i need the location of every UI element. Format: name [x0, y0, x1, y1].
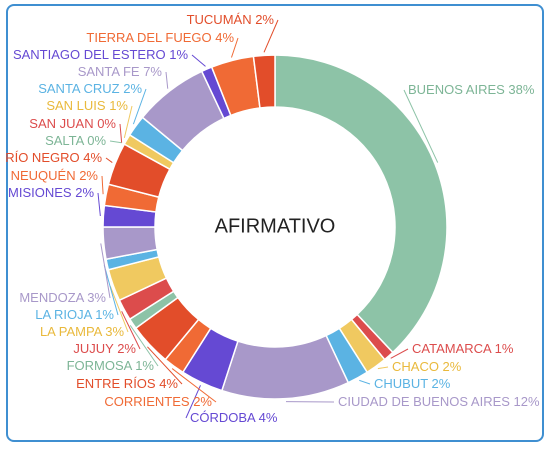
- leader-line-cordoba: [185, 385, 201, 419]
- label-la-pampa: LA PAMPA 3%: [40, 324, 125, 339]
- label-formosa: FORMOSA 1%: [67, 358, 155, 373]
- label-misiones: MISIONES 2%: [8, 185, 94, 200]
- leader-line-santiago-del-estero: [191, 54, 206, 67]
- label-tucuman: TUCUMÁN 2%: [187, 12, 275, 27]
- label-entre-rios: ENTRE RÍOS 4%: [76, 376, 178, 391]
- label-santiago-del-estero: SANTIAGO DEL ESTERO 1%: [13, 47, 189, 62]
- label-cordoba: CÓRDOBA 4%: [190, 410, 278, 425]
- leader-line-santa-fe: [165, 71, 169, 89]
- leader-line-catamarca: [390, 348, 409, 359]
- leader-line-la-rioja: [103, 265, 119, 316]
- leader-line-la-pampa: [109, 286, 129, 333]
- leader-line-mendoza: [100, 243, 111, 299]
- label-chubut: CHUBUT 2%: [374, 376, 451, 391]
- leader-line-entre-rios: [147, 346, 183, 385]
- label-salta: SALTA 0%: [45, 133, 106, 148]
- leader-line-santa-cruz: [132, 88, 147, 125]
- label-tierra-del-fuego: TIERRA DEL FUEGO 4%: [86, 30, 234, 45]
- label-corrientes: CORRIENTES 2%: [104, 394, 212, 409]
- leader-line-rio-negro: [105, 157, 113, 163]
- slice-ciudad-de-buenos-aires[interactable]: [220, 334, 350, 400]
- center-label: AFIRMATIVO: [215, 215, 336, 237]
- label-jujuy: JUJUY 2%: [73, 341, 136, 356]
- label-mendoza: MENDOZA 3%: [19, 290, 106, 305]
- leader-line-chaco: [377, 366, 389, 370]
- leader-line-jujuy: [121, 311, 141, 350]
- leader-line-corrientes: [171, 368, 217, 403]
- leader-line-san-luis: [123, 105, 133, 139]
- leader-line-buenos-aires: [403, 89, 439, 163]
- label-ciudad-de-buenos-aires: CIUDAD DE BUENOS AIRES 12%: [338, 394, 540, 409]
- label-catamarca: CATAMARCA 1%: [412, 341, 514, 356]
- slice-buenos-aires[interactable]: [274, 54, 448, 354]
- leader-line-tierra-del-fuego: [231, 37, 239, 58]
- label-la-rioja: LA RIOJA 1%: [35, 307, 114, 322]
- leader-line-salta: [109, 140, 122, 144]
- leader-line-chubut: [359, 379, 371, 385]
- label-chaco: CHACO 2%: [392, 359, 462, 374]
- label-santa-cruz: SANTA CRUZ 2%: [38, 81, 142, 96]
- leader-line-san-juan: [119, 123, 123, 143]
- label-rio-negro: RÍO NEGRO 4%: [5, 150, 102, 165]
- label-san-juan: SAN JUAN 0%: [29, 116, 116, 131]
- label-santa-fe: SANTA FE 7%: [78, 64, 163, 79]
- leader-line-misiones: [97, 192, 101, 217]
- leader-line-formosa: [129, 325, 159, 367]
- label-buenos-aires: BUENOS AIRES 38%: [408, 82, 535, 97]
- label-neuquen: NEUQUÉN 2%: [11, 168, 99, 183]
- label-san-luis: SAN LUIS 1%: [46, 98, 128, 113]
- leader-line-neuquen: [101, 175, 104, 195]
- slice-tucuman[interactable]: [252, 54, 276, 109]
- leader-line-tucuman: [263, 19, 279, 53]
